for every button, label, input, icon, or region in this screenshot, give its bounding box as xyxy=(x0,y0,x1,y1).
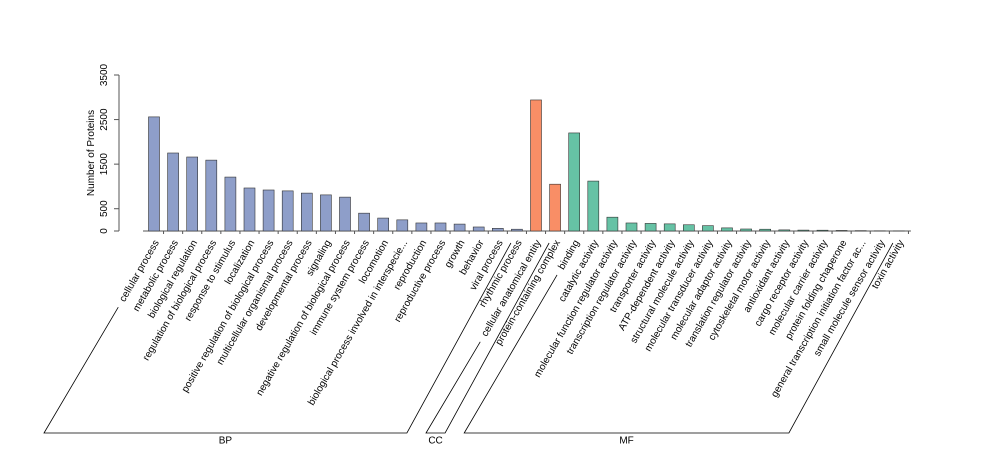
bar xyxy=(453,223,466,232)
bar xyxy=(740,228,752,232)
bar xyxy=(148,116,160,232)
bar xyxy=(778,229,791,232)
bar xyxy=(797,229,810,232)
bar xyxy=(835,230,848,232)
y-tick-label: 2500 xyxy=(99,108,110,131)
bar xyxy=(167,152,179,232)
bar xyxy=(396,219,409,232)
bar xyxy=(587,180,600,232)
bar xyxy=(262,189,275,232)
bar xyxy=(320,194,332,232)
bar xyxy=(549,183,561,232)
bar xyxy=(606,216,619,232)
group-label: MF xyxy=(619,436,633,447)
bar xyxy=(816,229,829,232)
group-label: CC xyxy=(428,436,442,447)
bar xyxy=(415,222,428,232)
bar xyxy=(721,227,733,232)
bar xyxy=(625,222,638,232)
y-tick-label: 1500 xyxy=(99,153,110,176)
y-tick-label: 500 xyxy=(99,200,110,217)
bar xyxy=(511,228,523,232)
bar xyxy=(644,223,657,232)
bar xyxy=(300,192,313,232)
bar xyxy=(358,212,370,232)
group-label: BP xyxy=(219,436,233,447)
bar xyxy=(568,132,581,232)
group-bracket xyxy=(43,242,512,434)
bar xyxy=(186,156,198,232)
bar xyxy=(339,196,351,232)
y-axis-title: Number of Proteins xyxy=(86,110,97,196)
bar xyxy=(243,187,256,232)
bar xyxy=(682,224,695,232)
bar xyxy=(702,225,714,232)
bar xyxy=(224,176,237,232)
y-tick-label: 0 xyxy=(99,228,110,234)
bar xyxy=(491,228,504,232)
bar xyxy=(759,228,772,232)
bar xyxy=(472,226,485,232)
bar xyxy=(281,190,294,232)
bar xyxy=(205,159,218,232)
group-bracket xyxy=(463,242,894,434)
group-bracket xyxy=(425,242,550,434)
bar xyxy=(377,217,390,232)
bar xyxy=(663,223,676,232)
bar xyxy=(530,99,542,232)
bar xyxy=(434,222,447,232)
y-tick-label: 3500 xyxy=(99,63,110,86)
